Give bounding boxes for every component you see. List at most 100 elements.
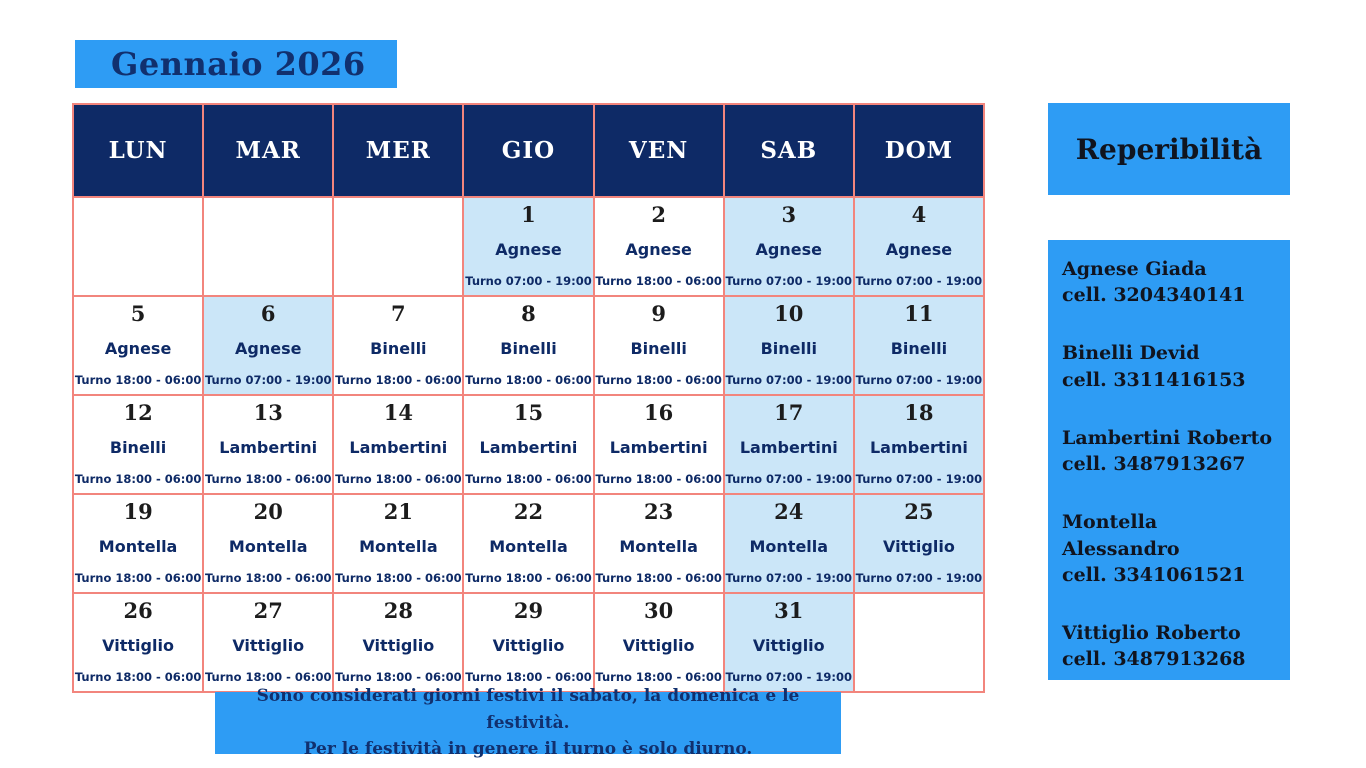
shift-hours: Turno 18:00 - 06:00 <box>335 472 462 486</box>
calendar-day-cell: 3 Agnese Turno 07:00 - 19:00 <box>722 196 855 297</box>
calendar-day-cell: 31 Vittiglio Turno 07:00 - 19:00 <box>722 592 855 693</box>
shift-person-name: Agnese <box>885 240 953 260</box>
day-number: 20 <box>253 499 283 524</box>
calendar-week-row: 19 Montella Turno 18:00 - 06:00 20 Montella T… <box>71 493 986 594</box>
shift-person-name: Montella <box>489 537 568 557</box>
shift-hours: Turno 18:00 - 06:00 <box>465 571 592 585</box>
calendar-week-row: 26 Vittiglio Turno 18:00 - 06:00 27 Vittigli… <box>71 592 986 693</box>
contact-phone: cell. 3487913267 <box>1062 453 1246 476</box>
contact-entry: Montella Alessandro cell. 3341061521 <box>1062 509 1278 588</box>
shift-hours: Turno 07:00 - 19:00 <box>725 274 853 288</box>
calendar-empty-cell <box>202 196 335 297</box>
weekday-header: VEN <box>592 103 725 198</box>
calendar-day-cell: 7 Binelli Turno 18:00 - 06:00 <box>332 295 465 396</box>
shift-person-name: Agnese <box>104 339 172 359</box>
day-number: 18 <box>904 400 934 425</box>
calendar-day-cell: 2 Agnese Turno 18:00 - 06:00 <box>592 196 725 297</box>
calendar-empty-cell <box>852 592 986 693</box>
shift-hours: Turno 18:00 - 06:00 <box>204 670 332 684</box>
weekday-header: MAR <box>202 103 335 198</box>
calendar-week-row: 5 Agnese Turno 18:00 - 06:00 6 Agnese Turno 0… <box>71 295 986 396</box>
day-number: 30 <box>644 598 674 623</box>
shift-person-name: Lambertini <box>609 438 708 458</box>
calendar-day-cell: 18 Lambertini Turno 07:00 - 19:00 <box>852 394 986 495</box>
calendar-table: LUN MAR MER GIO VEN SAB DOM 1 Agnese Turno 07:00… <box>71 103 986 693</box>
shift-person-name: Agnese <box>625 240 692 260</box>
shift-person-name: Vittiglio <box>752 636 825 656</box>
day-number: 4 <box>911 202 927 227</box>
shift-hours: Turno 07:00 - 19:00 <box>725 373 853 387</box>
shift-person-name: Binelli <box>109 438 167 458</box>
weekday-header: GIO <box>462 103 595 198</box>
calendar-day-cell: 28 Vittiglio Turno 18:00 - 06:00 <box>332 592 465 693</box>
shift-person-name: Lambertini <box>479 438 578 458</box>
calendar-day-cell: 8 Binelli Turno 18:00 - 06:00 <box>462 295 595 396</box>
shift-person-name: Agnese <box>755 240 822 260</box>
calendar-day-cell: 30 Vittiglio Turno 18:00 - 06:00 <box>592 592 725 693</box>
contact-name: Binelli Devid <box>1062 342 1200 365</box>
shift-person-name: Vittiglio <box>232 636 305 656</box>
contact-name: Montella Alessandro <box>1062 511 1180 560</box>
day-number: 21 <box>383 499 413 524</box>
calendar-day-cell: 12 Binelli Turno 18:00 - 06:00 <box>71 394 205 495</box>
footer-note-box: Sono considerati giorni festivi il sabat… <box>215 686 841 759</box>
calendar-day-cell: 9 Binelli Turno 18:00 - 06:00 <box>592 295 725 396</box>
day-number: 15 <box>513 400 544 425</box>
day-number: 8 <box>521 301 536 326</box>
contact-phone: cell. 3487913268 <box>1062 648 1246 671</box>
day-number: 10 <box>774 301 804 326</box>
day-number: 1 <box>521 202 536 227</box>
calendar-body: 1 Agnese Turno 07:00 - 19:00 2 Agnese Turno 1… <box>71 196 986 693</box>
shift-person-name: Lambertini <box>349 438 448 458</box>
calendar-empty-cell <box>332 196 465 297</box>
contacts-list: Agnese Giada cell. 3204340141 Binelli Devi… <box>1048 240 1290 680</box>
contact-entry: Vittiglio Roberto cell. 3487913268 <box>1062 620 1278 672</box>
shift-person-name: Binelli <box>370 339 427 359</box>
day-number: 5 <box>130 301 146 326</box>
month-title-box: Gennaio 2026 <box>75 40 397 88</box>
day-number: 6 <box>260 301 276 326</box>
shift-hours: Turno 07:00 - 19:00 <box>725 472 853 486</box>
day-number: 13 <box>253 400 283 425</box>
weekday-header: DOM <box>852 103 986 198</box>
shift-hours: Turno 18:00 - 06:00 <box>595 472 722 486</box>
calendar-day-cell: 4 Agnese Turno 07:00 - 19:00 <box>852 196 986 297</box>
calendar-week-row: 12 Binelli Turno 18:00 - 06:00 13 Lambertini… <box>71 394 986 495</box>
day-number: 19 <box>123 499 153 524</box>
sidebar-title-text: Reperibilità <box>1075 132 1263 166</box>
calendar-day-cell: 27 Vittiglio Turno 18:00 - 06:00 <box>202 592 335 693</box>
shift-person-name: Lambertini <box>219 438 318 458</box>
shift-person-name: Vittiglio <box>622 636 695 656</box>
shift-person-name: Montella <box>359 537 438 557</box>
shift-person-name: Montella <box>98 537 178 557</box>
day-number: 16 <box>644 400 674 425</box>
day-number: 23 <box>644 499 674 524</box>
footer-line-1: Sono considerati giorni festivi il sabat… <box>256 686 800 733</box>
calendar-day-cell: 21 Montella Turno 18:00 - 06:00 <box>332 493 465 594</box>
calendar-day-cell: 17 Lambertini Turno 07:00 - 19:00 <box>722 394 855 495</box>
day-number: 26 <box>123 598 153 623</box>
day-number: 11 <box>904 301 934 326</box>
shift-person-name: Binelli <box>760 339 817 359</box>
calendar-day-cell: 11 Binelli Turno 07:00 - 19:00 <box>852 295 986 396</box>
day-number: 29 <box>513 598 544 623</box>
shift-hours: Turno 07:00 - 19:00 <box>855 472 983 486</box>
shift-hours: Turno 07:00 - 19:00 <box>855 274 983 288</box>
shift-person-name: Binelli <box>630 339 687 359</box>
contact-phone: cell. 3341061521 <box>1062 563 1246 586</box>
weekday-header: SAB <box>722 103 855 198</box>
weekday-header: LUN <box>71 103 205 198</box>
calendar-day-cell: 6 Agnese Turno 07:00 - 19:00 <box>202 295 335 396</box>
shift-hours: Turno 18:00 - 06:00 <box>204 472 332 486</box>
calendar-day-cell: 19 Montella Turno 18:00 - 06:00 <box>71 493 205 594</box>
month-title-text: Gennaio 2026 <box>111 45 366 83</box>
calendar-day-cell: 1 Agnese Turno 07:00 - 19:00 <box>462 196 595 297</box>
calendar-day-cell: 16 Lambertini Turno 18:00 - 06:00 <box>592 394 725 495</box>
shift-hours: Turno 18:00 - 06:00 <box>595 571 722 585</box>
shift-person-name: Lambertini <box>869 438 968 458</box>
shift-hours: Turno 18:00 - 06:00 <box>595 670 722 684</box>
shift-hours: Turno 18:00 - 06:00 <box>74 472 202 486</box>
shift-hours: Turno 18:00 - 06:00 <box>335 571 462 585</box>
footer-line-2: Per le festività in genere il turno è so… <box>303 739 753 760</box>
contact-name: Vittiglio Roberto <box>1062 621 1241 644</box>
